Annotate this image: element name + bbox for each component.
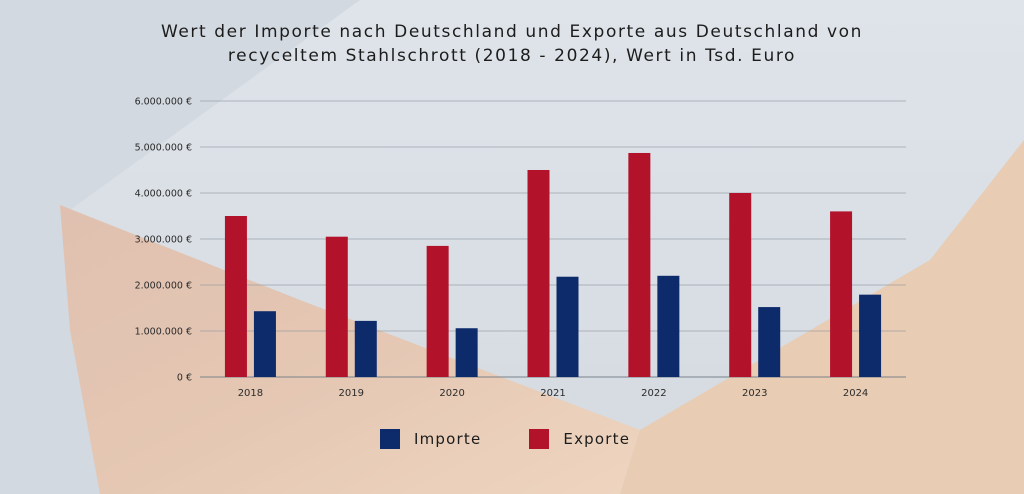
y-tick-label: 0 € — [177, 373, 192, 384]
bar-exporte-2019 — [325, 236, 348, 377]
bar-importe-2022 — [657, 275, 680, 377]
x-tick-label: 2022 — [641, 388, 666, 399]
bar-importe-2023 — [758, 307, 781, 377]
legend-item-importe: Importe — [380, 429, 481, 449]
y-tick-label: 2.000.000 € — [135, 281, 192, 292]
bar-importe-2019 — [354, 320, 377, 377]
chart-title-line-2: recyceltem Stahlschrott (2018 - 2024), W… — [227, 46, 797, 66]
bar-importe-2018 — [253, 311, 276, 377]
bar-importe-2020 — [455, 328, 478, 377]
bar-exporte-2024 — [830, 211, 853, 377]
bar-importe-2024 — [859, 294, 882, 377]
x-tick-label: 2019 — [339, 388, 364, 399]
bar-exporte-2021 — [527, 170, 550, 377]
legend-swatch-exporte — [529, 429, 550, 449]
chart-title-line-1: Wert der Importe nach Deutschland und Ex… — [160, 22, 864, 42]
y-tick-label: 5.000.000 € — [135, 143, 192, 154]
legend-label-importe: Importe — [414, 430, 482, 448]
bar-exporte-2023 — [729, 193, 752, 377]
y-tick-label: 3.000.000 € — [135, 235, 192, 246]
y-tick-label: 4.000.000 € — [135, 189, 192, 200]
legend-label-exporte: Exporte — [563, 430, 631, 448]
x-tick-label: 2021 — [540, 388, 565, 399]
bar-exporte-2018 — [224, 216, 247, 377]
chart-legend: Importe Exporte — [380, 427, 678, 451]
x-tick-label: 2020 — [439, 388, 464, 399]
x-tick-label: 2023 — [742, 388, 767, 399]
bar-exporte-2022 — [628, 152, 651, 377]
x-tick-label: 2024 — [843, 388, 868, 399]
y-tick-label: 1.000.000 € — [135, 327, 192, 338]
y-tick-label: 6.000.000 € — [135, 97, 192, 108]
bar-importe-2021 — [556, 276, 579, 377]
legend-item-exporte: Exporte — [529, 429, 630, 449]
chart-title: Wert der Importe nach Deutschland und Ex… — [40, 20, 984, 68]
x-tick-label: 2018 — [238, 388, 263, 399]
legend-swatch-importe — [380, 429, 400, 449]
bar-exporte-2020 — [426, 245, 449, 377]
